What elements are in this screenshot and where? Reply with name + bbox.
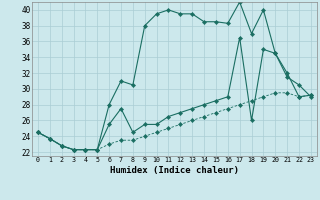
X-axis label: Humidex (Indice chaleur): Humidex (Indice chaleur): [110, 166, 239, 175]
